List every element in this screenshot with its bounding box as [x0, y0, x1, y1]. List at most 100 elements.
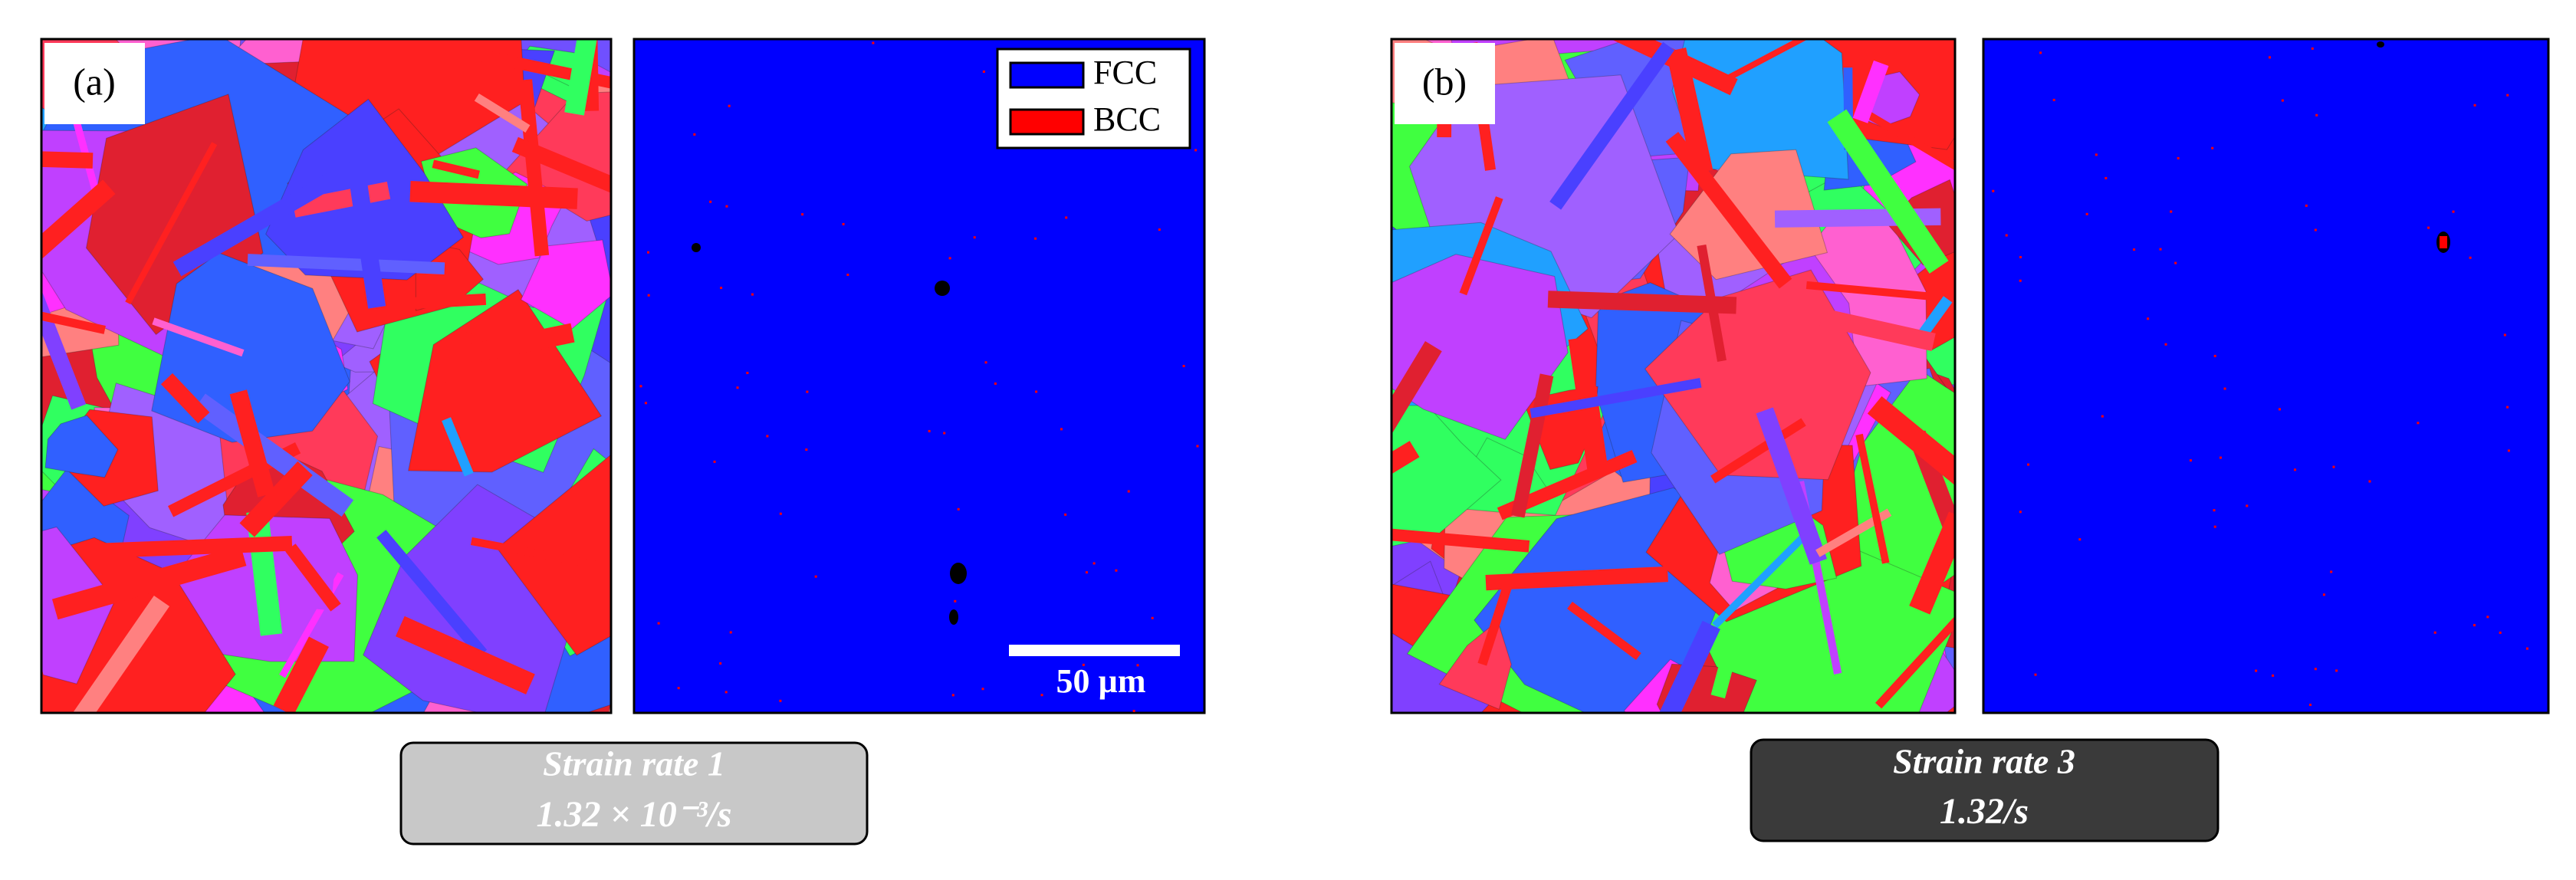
grain	[520, 239, 611, 330]
bcc-spot	[2039, 51, 2042, 54]
twin	[432, 159, 480, 179]
bcc-spot	[2525, 647, 2528, 650]
twin	[1815, 508, 1892, 557]
twin	[193, 393, 354, 517]
twin	[1549, 41, 1675, 210]
bcc-spot	[746, 372, 749, 375]
twin	[1819, 308, 1936, 352]
bcc-spot	[2368, 480, 2371, 483]
bcc-spot	[2507, 449, 2510, 452]
bcc-spot	[2104, 176, 2108, 179]
bcc-spot	[2305, 204, 2308, 207]
bcc-spot	[801, 213, 804, 216]
grain	[44, 415, 119, 478]
bcc-spot	[846, 273, 849, 276]
bcc-spot	[805, 448, 808, 451]
twin	[1851, 102, 1955, 179]
bcc-spot	[2330, 570, 2333, 573]
twin	[41, 307, 106, 334]
bcc-spot	[1132, 709, 1135, 712]
bcc-spot	[2255, 669, 2258, 672]
bcc-spot	[2164, 343, 2167, 346]
bcc-spot	[1158, 228, 1161, 231]
frame	[40, 38, 613, 714]
twin	[1567, 601, 1641, 661]
bcc-spot	[2311, 47, 2314, 50]
bcc-spot	[713, 460, 716, 463]
panel-label: (b)	[1422, 60, 1467, 103]
bcc-spot	[693, 133, 696, 136]
caption-rate: 1.32/s	[1940, 791, 2029, 832]
pore	[949, 609, 958, 625]
bcc-spot	[2095, 153, 2098, 156]
twin	[1915, 296, 1953, 342]
bcc-spot	[2315, 113, 2318, 117]
twin	[285, 543, 341, 612]
bcc-spot	[842, 222, 845, 225]
bcc-spot	[1060, 428, 1063, 431]
bcc-spot	[2469, 256, 2472, 259]
bcc-spot	[2294, 468, 2297, 471]
bcc-spot	[814, 575, 817, 578]
caption-title: Strain rate 3	[1893, 742, 2075, 781]
bcc-spot	[1992, 189, 1995, 192]
twin	[511, 136, 611, 220]
bcc-spot	[1040, 694, 1043, 697]
twin	[1485, 566, 1668, 591]
bcc-spot	[973, 236, 976, 239]
bcc-spot	[719, 662, 722, 665]
bcc-spot	[982, 70, 985, 73]
bcc-spot	[2101, 415, 2104, 418]
pore	[2377, 41, 2384, 48]
phase-map	[1982, 38, 2550, 714]
bcc-spot	[2174, 261, 2177, 264]
bcc-spot	[677, 687, 680, 690]
bcc-spot	[2085, 212, 2088, 215]
legend-label: BCC	[1093, 100, 1161, 138]
scale-bar	[1009, 645, 1180, 656]
bcc-spot	[1085, 571, 1088, 574]
bcc-spot	[766, 435, 769, 438]
bcc-spot	[647, 251, 650, 254]
legend-swatch	[1009, 61, 1085, 89]
bcc-spot	[872, 41, 875, 44]
bcc-spot	[751, 293, 754, 296]
bcc-spot	[1065, 216, 1068, 219]
bcc-spot	[943, 432, 946, 435]
grain	[408, 289, 603, 473]
bcc-spot	[948, 257, 951, 260]
bcc-spot	[2211, 146, 2214, 149]
bcc-spot	[2213, 525, 2216, 528]
bcc-spot	[2133, 248, 2136, 251]
bcc-spot	[1092, 562, 1096, 565]
bcc-spot	[2019, 256, 2022, 259]
bcc-spot	[2506, 406, 2509, 409]
bcc-spot	[2170, 210, 2173, 213]
twin	[1626, 620, 1720, 713]
twin	[1756, 407, 1828, 565]
bcc-spot	[1064, 513, 1067, 516]
caption-rate: 1.32 × 10⁻³/s	[536, 794, 731, 835]
twin	[564, 39, 606, 116]
twin	[409, 180, 578, 209]
twin	[172, 172, 338, 277]
twin	[1530, 377, 1702, 419]
bcc-spot	[2189, 459, 2192, 462]
twin	[454, 323, 575, 366]
bcc-spot	[729, 631, 732, 634]
bcc-spot	[2078, 538, 2082, 541]
twin	[389, 293, 487, 310]
bcc-spot	[2322, 593, 2325, 596]
bcc-spot	[2452, 210, 2455, 213]
bcc-spot	[720, 287, 723, 290]
bcc-spot	[2223, 387, 2226, 390]
bcc-spot	[2281, 99, 2284, 102]
twin	[1392, 341, 1442, 455]
bcc-spot	[2332, 465, 2335, 468]
twin	[395, 616, 535, 694]
bcc-spot	[2427, 226, 2430, 229]
twin	[1712, 530, 1810, 629]
bcc-spot	[728, 104, 731, 107]
bcc-spot	[2440, 236, 2447, 248]
bcc-spot	[2269, 56, 2272, 59]
